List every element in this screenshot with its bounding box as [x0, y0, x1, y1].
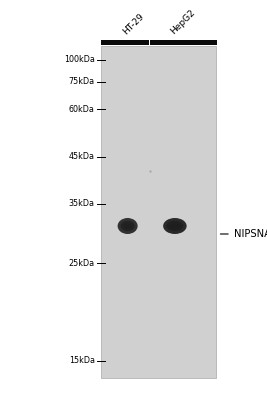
Text: 35kDa: 35kDa	[69, 200, 95, 208]
Text: HT-29: HT-29	[121, 11, 146, 36]
Text: 100kDa: 100kDa	[64, 56, 95, 64]
Text: 45kDa: 45kDa	[69, 152, 95, 161]
Ellipse shape	[166, 221, 183, 231]
Ellipse shape	[117, 218, 138, 234]
Text: 15kDa: 15kDa	[69, 356, 95, 365]
Text: 75kDa: 75kDa	[69, 78, 95, 86]
Bar	[101, 40, 149, 45]
Text: 25kDa: 25kDa	[69, 259, 95, 268]
Bar	[150, 40, 217, 45]
Text: HepG2: HepG2	[168, 8, 197, 36]
Ellipse shape	[124, 223, 132, 229]
Text: 60kDa: 60kDa	[69, 105, 95, 114]
Ellipse shape	[121, 221, 135, 231]
Ellipse shape	[163, 218, 187, 234]
Bar	[101, 46, 216, 378]
Ellipse shape	[170, 223, 180, 229]
Text: NIPSNAP1: NIPSNAP1	[234, 229, 267, 239]
